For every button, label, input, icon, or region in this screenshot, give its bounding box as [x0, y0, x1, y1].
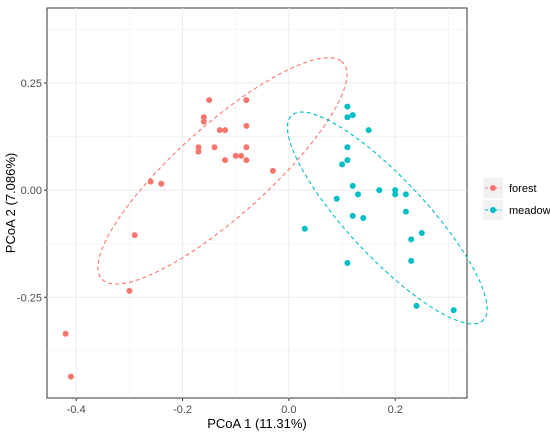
- point-meadow: [413, 302, 420, 309]
- y-tick-label: 0.00: [21, 185, 42, 197]
- point-forest: [222, 157, 229, 164]
- y-tick-label: 0.25: [21, 78, 42, 90]
- legend: forest meadow: [483, 178, 550, 220]
- point-meadow: [450, 307, 457, 314]
- point-forest: [232, 152, 239, 159]
- point-meadow: [333, 195, 340, 202]
- point-meadow: [408, 257, 415, 264]
- y-tick-label: -0.25: [17, 292, 42, 304]
- legend-label-meadow: meadow: [509, 205, 550, 217]
- point-meadow: [402, 208, 409, 215]
- point-forest: [195, 148, 202, 155]
- point-meadow: [392, 191, 399, 198]
- point-forest: [158, 180, 165, 187]
- plot-panel: [46, 7, 468, 399]
- point-forest: [200, 114, 207, 121]
- x-tick-label: -0.2: [173, 404, 192, 416]
- x-tick-label: 0.2: [388, 404, 403, 416]
- point-meadow: [392, 187, 399, 194]
- points-layer: [62, 97, 457, 380]
- point-forest: [206, 97, 213, 104]
- point-meadow: [349, 212, 356, 219]
- point-meadow: [355, 191, 361, 198]
- point-meadow: [344, 144, 351, 151]
- point-forest: [269, 167, 276, 174]
- point-forest: [243, 122, 250, 129]
- point-meadow: [408, 236, 415, 243]
- point-meadow: [360, 215, 367, 221]
- point-meadow: [402, 191, 409, 198]
- point-forest: [243, 157, 250, 164]
- point-meadow: [349, 182, 356, 189]
- axis-layer: -0.4 -0.2 0.0 0.2 -0.25 0.00 0.25: [17, 78, 403, 416]
- point-forest: [243, 97, 250, 104]
- point-meadow: [344, 157, 351, 164]
- x-tick-label: 0.0: [281, 404, 296, 416]
- point-forest: [200, 118, 207, 125]
- point-meadow: [344, 260, 351, 266]
- point-meadow: [376, 187, 383, 194]
- point-meadow: [301, 225, 308, 232]
- ellipse-layer: [97, 57, 488, 325]
- point-forest: [62, 330, 69, 337]
- point-meadow: [344, 103, 351, 110]
- point-forest: [126, 287, 133, 294]
- point-meadow: [365, 127, 372, 134]
- point-meadow: [339, 161, 346, 168]
- ellipse-meadow: [286, 111, 488, 325]
- x-axis-title: PCoA 1 (11.31%): [207, 416, 306, 431]
- legend-label-forest: forest: [509, 183, 537, 195]
- point-meadow: [344, 114, 351, 121]
- point-forest: [195, 144, 202, 151]
- point-forest: [211, 144, 218, 151]
- point-forest: [222, 127, 229, 134]
- point-forest: [131, 232, 138, 239]
- point-forest: [238, 152, 245, 159]
- y-axis-title: PCoA 2 (7.086%): [3, 153, 18, 253]
- point-forest: [147, 178, 154, 185]
- point-meadow: [349, 112, 356, 119]
- legend-key-point-meadow: [490, 207, 496, 213]
- point-forest: [243, 144, 250, 151]
- point-forest: [216, 127, 223, 134]
- legend-key-point-forest: [490, 185, 496, 191]
- point-forest: [67, 373, 74, 380]
- ellipse-forest: [97, 57, 348, 285]
- x-tick-label: -0.4: [67, 404, 86, 416]
- point-meadow: [418, 230, 425, 236]
